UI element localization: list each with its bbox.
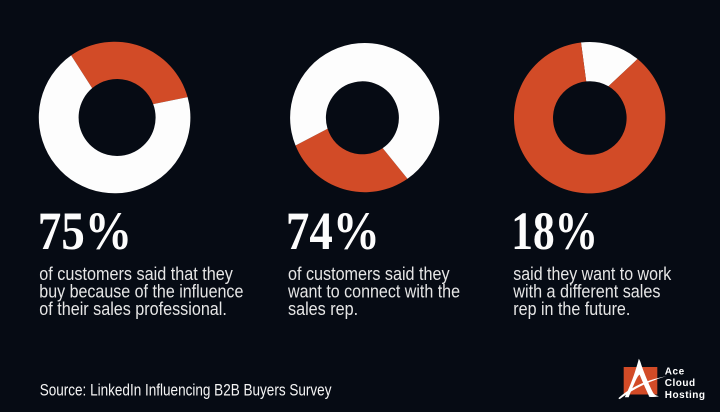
svg-text:of their sales professional.: of their sales professional. bbox=[39, 298, 227, 319]
svg-text:74%: 74% bbox=[286, 201, 380, 261]
svg-text:rep in the future.: rep in the future. bbox=[513, 298, 630, 319]
svg-text:Cloud: Cloud bbox=[665, 378, 696, 389]
svg-text:Source: LinkedIn Influencing B: Source: LinkedIn Influencing B2B Buyers … bbox=[40, 381, 332, 400]
svg-text:want to connect with the: want to connect with the bbox=[287, 280, 460, 301]
svg-text:Hosting: Hosting bbox=[665, 390, 706, 401]
svg-text:sales rep.: sales rep. bbox=[288, 298, 358, 319]
svg-text:18%: 18% bbox=[511, 200, 598, 261]
svg-text:of customers said that they: of customers said that they bbox=[39, 263, 233, 284]
svg-text:with a different sales: with a different sales bbox=[512, 280, 660, 301]
svg-text:75%: 75% bbox=[38, 201, 132, 261]
svg-text:buy because of the influence: buy because of the influence bbox=[39, 280, 243, 301]
svg-text:said they want to work: said they want to work bbox=[513, 263, 671, 284]
svg-text:Ace: Ace bbox=[665, 366, 685, 377]
svg-text:of customers said they: of customers said they bbox=[288, 263, 450, 284]
